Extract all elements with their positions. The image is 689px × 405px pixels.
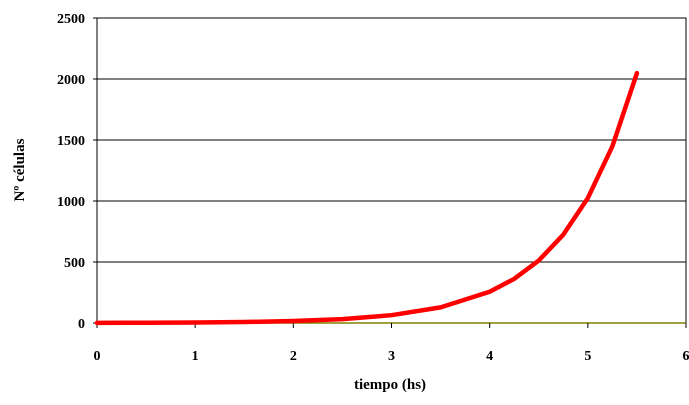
- x-tick-label: 5: [584, 349, 591, 364]
- x-tick-label: 2: [290, 349, 297, 364]
- y-tick-label: 2000: [57, 73, 85, 88]
- grid-lines: [97, 18, 686, 262]
- x-tick-label: 3: [388, 349, 395, 364]
- x-tick-label: 1: [192, 349, 199, 364]
- y-tick-label: 500: [64, 256, 85, 271]
- x-tick-label: 6: [683, 349, 689, 364]
- x-tick-label: 4: [486, 349, 493, 364]
- y-axis-label: Nº células: [12, 138, 28, 201]
- series: [97, 73, 637, 323]
- y-tick-label: 2500: [57, 12, 85, 27]
- series-line-0: [97, 73, 637, 323]
- y-tick-label: 0: [78, 317, 85, 332]
- axes: [93, 18, 686, 328]
- plot-area-frame: [97, 18, 686, 323]
- x-tick-label: 0: [94, 349, 101, 364]
- y-tick-label: 1000: [57, 195, 85, 210]
- x-axis-label: tiempo (hs): [354, 377, 426, 393]
- y-tick-label: 1500: [57, 134, 85, 149]
